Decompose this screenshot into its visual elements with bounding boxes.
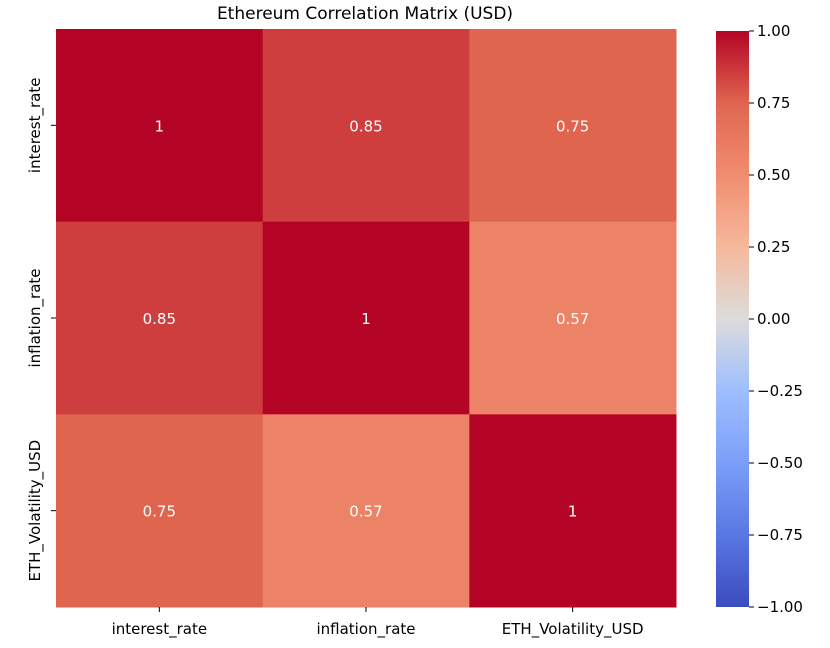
- cell-annotation-r0-c0: 1: [155, 117, 165, 135]
- colorbar-tick-label-8: −1.00: [757, 598, 803, 616]
- heatmap-cell-r0-c2: [469, 29, 677, 223]
- cell-annotation-r2-c0: 0.75: [143, 503, 176, 521]
- heatmap-cell-r0-c0: [56, 29, 264, 223]
- cell-annotation-r2-c2: 1: [568, 503, 578, 521]
- cell-annotation-r1-c2: 0.57: [556, 310, 589, 328]
- colorbar-tick-label-3: 0.25: [757, 238, 790, 256]
- y-tick-label-2: ETH_Volatility_USD: [26, 440, 45, 582]
- colorbar: [716, 31, 749, 607]
- cell-annotation-r0-c2: 0.75: [556, 117, 589, 135]
- y-tick-label-0: interest_rate: [26, 78, 45, 174]
- colorbar-tick-label-0: 1.00: [757, 22, 790, 40]
- x-tick-label-0: interest_rate: [112, 620, 208, 639]
- heatmap-cell-r0-c1: [262, 29, 470, 223]
- heatmap-annotations: 1 0.85 0.75 0.85 1 0.57 0.75 0.57 1: [143, 117, 590, 520]
- chart-title: Ethereum Correlation Matrix (USD): [217, 4, 513, 24]
- colorbar-tick-label-4: 0.00: [757, 310, 790, 328]
- heatmap-cells: [56, 29, 677, 608]
- cell-annotation-r1-c1: 1: [361, 310, 371, 328]
- heatmap-cell-r1-c1: [262, 221, 470, 415]
- colorbar-tick-label-5: −0.25: [757, 382, 803, 400]
- colorbar-tick-label-2: 0.50: [757, 166, 790, 184]
- heatmap-cell-r2-c1: [262, 414, 470, 608]
- heatmap-cell-r1-c2: [469, 221, 677, 415]
- cell-annotation-r0-c1: 0.85: [349, 117, 382, 135]
- x-tick-label-2: ETH_Volatility_USD: [502, 620, 644, 639]
- y-axis-tick-labels: interest_rate inflation_rate ETH_Volatilit…: [26, 78, 56, 582]
- colorbar-tick-label-7: −0.75: [757, 526, 803, 544]
- colorbar-ticks: 1.00 0.75 0.50 0.25 0.00 −0.25 −0.50 −0.75 −1.00: [749, 22, 803, 616]
- cell-annotation-r1-c0: 0.85: [143, 310, 176, 328]
- heatmap-cell-r2-c2: [469, 414, 677, 608]
- y-tick-label-1: inflation_rate: [26, 268, 45, 367]
- colorbar-tick-label-1: 0.75: [757, 94, 790, 112]
- x-axis-tick-labels: interest_rate inflation_rate ETH_Volatilit…: [112, 607, 644, 639]
- cell-annotation-r2-c1: 0.57: [349, 503, 382, 521]
- x-tick-label-1: inflation_rate: [316, 620, 415, 639]
- heatmap-cell-r1-c0: [56, 221, 264, 415]
- colorbar-tick-label-6: −0.50: [757, 454, 803, 472]
- heatmap-cell-r2-c0: [56, 414, 264, 608]
